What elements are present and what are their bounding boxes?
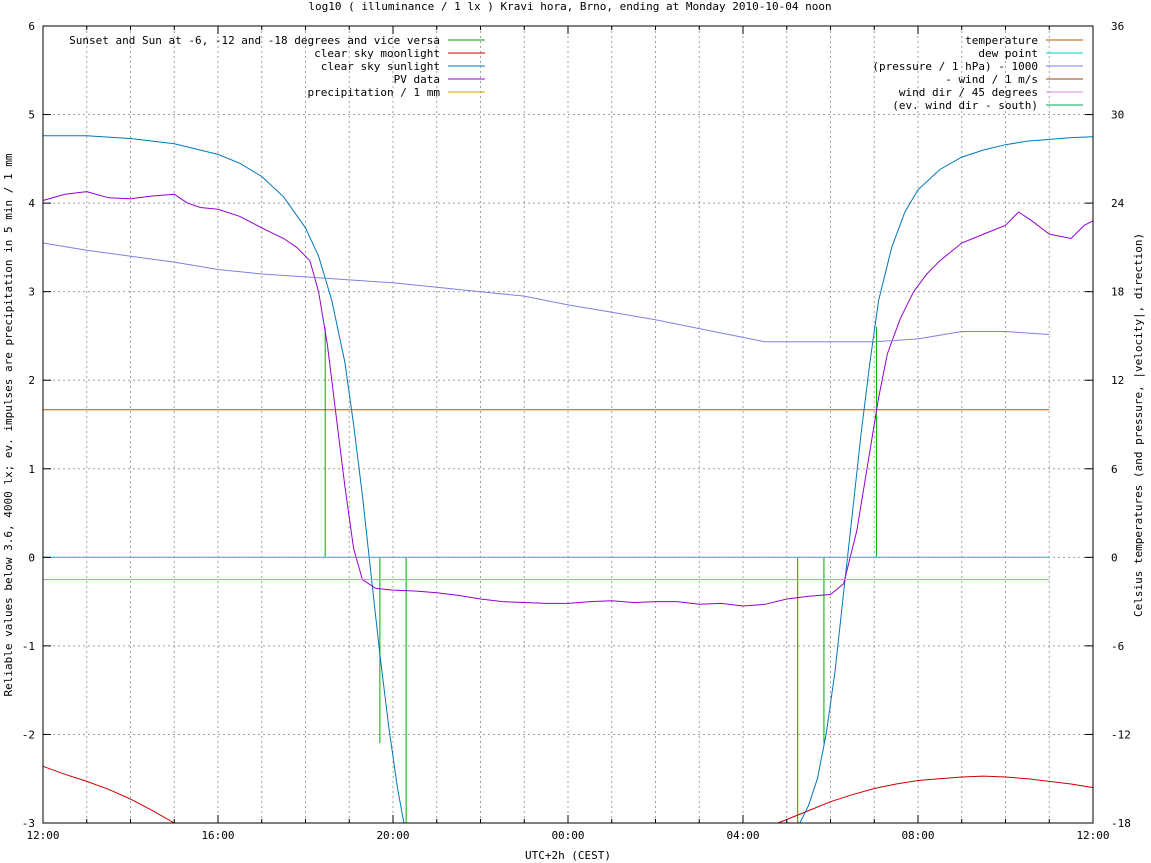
y2-tick-label: 6 xyxy=(1111,463,1118,476)
series-pv-data-line xyxy=(42,191,1094,607)
y-tick-label: 2 xyxy=(28,374,35,387)
legend-label-ev-wind-dir-south: (ev. wind dir - south) xyxy=(892,99,1038,112)
x-tick-label: 16:00 xyxy=(201,829,234,842)
x-tick-label: 08:00 xyxy=(901,829,934,842)
y-tick-label: 3 xyxy=(28,286,35,299)
y2-tick-label: 24 xyxy=(1111,197,1125,210)
legend-label-clear-sky-moonlight: clear sky moonlight xyxy=(314,47,440,60)
series-layer xyxy=(42,135,1094,824)
legend-label-dew-point: dew point xyxy=(978,47,1038,60)
legend-label-clear-sky-sunlight: clear sky sunlight xyxy=(321,60,440,73)
y2-tick-label: 30 xyxy=(1111,109,1124,122)
series-clear-sky-moonlight-line xyxy=(42,765,186,824)
plot-frame xyxy=(42,25,1094,824)
x-tick-label: 20:00 xyxy=(376,829,409,842)
y-tick-label: 4 xyxy=(28,197,35,210)
y2-tick-label: 0 xyxy=(1111,551,1118,564)
axis-ticks: 12:00 16:00 20:00 00:00 04:00 08:00 12:00-3-2-… xyxy=(22,20,1131,842)
x-tick-label: 00:00 xyxy=(551,829,584,842)
y-tick-label: -1 xyxy=(22,640,35,653)
x-tick-label: 12:00 xyxy=(26,829,59,842)
series-clear-sky-moonlight-line xyxy=(777,775,1094,824)
legend-label-temperature: temperature xyxy=(965,34,1038,47)
legend-label-pv-data: PV data xyxy=(394,73,440,86)
y2-axis-label: Celsius temperatures (and pressure, |vel… xyxy=(1132,233,1145,617)
legend-label-wind-1-m-s: - wind / 1 m/s xyxy=(945,73,1038,86)
series-clear-sky-sunlight-line xyxy=(799,136,1094,824)
series-clear-sky-sunlight-line xyxy=(43,135,405,824)
y2-tick-label: -12 xyxy=(1111,728,1131,741)
x-tick-label: 12:00 xyxy=(1076,829,1109,842)
y2-tick-label: -6 xyxy=(1111,640,1124,653)
y-tick-label: 1 xyxy=(28,463,35,476)
y2-tick-label: 18 xyxy=(1111,286,1124,299)
y-tick-label: 0 xyxy=(28,551,35,564)
legend-label-sunset-and-sun-at-6-12-and-18-degrees-and-vice-versa: Sunset and Sun at -6, -12 and -18 degree… xyxy=(69,34,440,47)
x-axis-label: UTC+2h (CEST) xyxy=(525,849,611,862)
legend-label-pressure-1-hpa-1000: (pressure / 1 hPa) - 1000 xyxy=(872,60,1038,73)
grid-lines xyxy=(43,26,1093,823)
legend-label-precipitation-1-mm: precipitation / 1 mm xyxy=(308,86,441,99)
y2-tick-label: 36 xyxy=(1111,20,1124,33)
x-tick-label: 04:00 xyxy=(726,829,759,842)
y-tick-label: -3 xyxy=(22,817,35,830)
y-tick-label: 6 xyxy=(28,20,35,33)
y-axis-label: Reliable values below 3.6, 4000 lx; ev. … xyxy=(2,153,15,696)
legend-left: Sunset and Sun at -6, -12 and -18 degree… xyxy=(69,34,485,99)
y2-tick-label: -18 xyxy=(1111,817,1131,830)
legend-label-wind-dir-45-degrees: wind dir / 45 degrees xyxy=(899,86,1038,99)
series-pressure-1-hpa-1000-line xyxy=(42,242,1050,343)
y-tick-label: 5 xyxy=(28,109,35,122)
y-tick-label: -2 xyxy=(22,728,35,741)
chart-title: log10 ( illuminance / 1 lx ) Kravi hora,… xyxy=(308,0,831,13)
y2-tick-label: 12 xyxy=(1111,374,1124,387)
